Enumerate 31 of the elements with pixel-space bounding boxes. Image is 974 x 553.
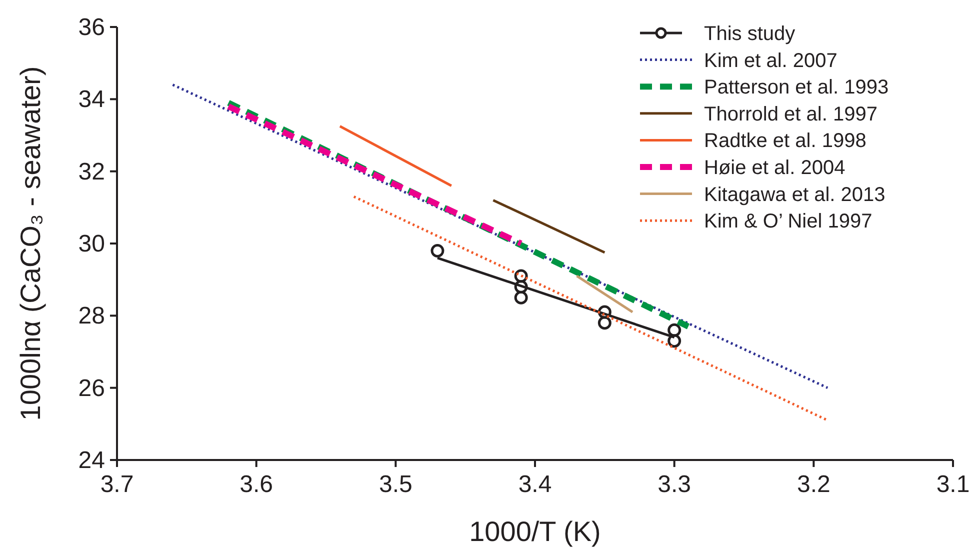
x-tick-label: 3.6 bbox=[240, 471, 274, 498]
point bbox=[430, 244, 444, 258]
legend-label: Thorrold et al. 1997 bbox=[704, 103, 878, 126]
y-tick-label: 32 bbox=[78, 158, 105, 186]
y-tick-label: 30 bbox=[78, 230, 105, 258]
y-tick-label: 34 bbox=[78, 86, 105, 114]
x-axis-title: 1000/T (K) bbox=[469, 516, 601, 547]
point bbox=[668, 323, 682, 337]
legend-label: Kim & O’ Niel 1997 bbox=[704, 210, 872, 233]
y-tick-label: 26 bbox=[78, 374, 105, 402]
legend-label: Høie et al. 2004 bbox=[704, 157, 846, 179]
x-tick-label: 3.5 bbox=[378, 471, 412, 498]
y-tick-label: 28 bbox=[78, 302, 105, 330]
y-tick-label: 36 bbox=[78, 14, 105, 41]
x-tick-label: 3.2 bbox=[796, 471, 830, 498]
x-tick-label: 3.3 bbox=[658, 471, 692, 498]
x-tick-label: 3.1 bbox=[936, 471, 970, 498]
y-tick-label: 24 bbox=[78, 447, 105, 474]
y-axis-title: 1000lnα (CaCO₃ - seawater) bbox=[15, 66, 46, 421]
point bbox=[598, 316, 612, 330]
legend-label: Kim et al. 2007 bbox=[704, 50, 838, 72]
legend-label: Patterson et al. 1993 bbox=[704, 76, 889, 99]
point bbox=[514, 280, 528, 294]
legend-label: Kitagawa et al. 2013 bbox=[704, 184, 886, 206]
point bbox=[514, 290, 528, 304]
point bbox=[514, 269, 528, 283]
legend-label: Radtke et al. 1998 bbox=[704, 130, 866, 152]
x-tick-label: 3.7 bbox=[100, 471, 134, 498]
legend-label: This study bbox=[704, 23, 796, 45]
x-tick-label: 3.4 bbox=[518, 471, 552, 498]
point bbox=[668, 334, 682, 348]
